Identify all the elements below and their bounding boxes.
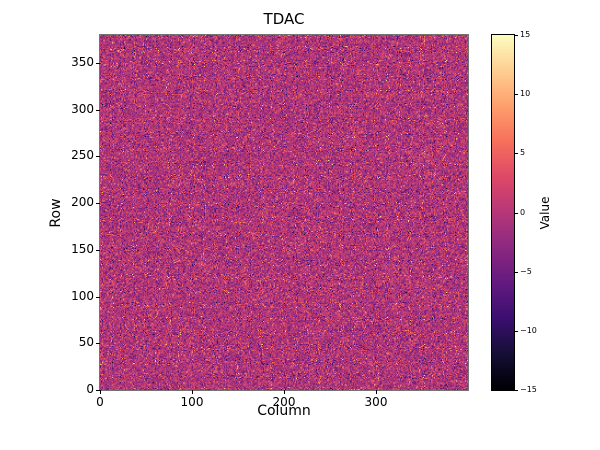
colorbar-tick-mark (514, 94, 518, 96)
colorbar-tick-label: 0 (520, 207, 526, 217)
y-tick-mark (96, 203, 100, 205)
y-tick-mark (96, 63, 100, 65)
y-tick-label: 0 (86, 382, 94, 396)
y-tick-mark (96, 249, 100, 251)
colorbar-tick-mark (514, 35, 518, 36)
y-tick-mark (96, 390, 100, 391)
y-tick-mark (96, 109, 100, 111)
x-tick-mark (284, 390, 285, 394)
x-tick-label: 0 (96, 395, 104, 409)
colorbar-tick-label: 10 (520, 89, 531, 99)
x-tick-mark (100, 390, 101, 394)
y-tick-label: 50 (78, 335, 94, 350)
colorbar (491, 34, 515, 391)
heatmap-canvas (99, 34, 469, 391)
colorbar-tick-label: −5 (520, 266, 532, 276)
colorbar-tick-mark (514, 153, 518, 155)
y-tick-mark (96, 296, 100, 298)
x-axis-label: Column (257, 403, 311, 419)
x-tick-mark (192, 390, 193, 394)
x-tick-label: 200 (272, 395, 296, 409)
x-tick-label: 100 (180, 395, 204, 409)
chart-title: TDAC (263, 10, 305, 28)
y-tick-label: 350 (71, 55, 94, 70)
colorbar-tick-mark (514, 390, 518, 391)
colorbar-tick-label: 15 (520, 30, 531, 39)
y-tick-label: 300 (71, 101, 94, 116)
colorbar-label: Value (538, 196, 552, 230)
colorbar-tick-label: −15 (520, 385, 537, 394)
x-tick-label: 300 (364, 395, 388, 409)
colorbar-tick-mark (514, 212, 518, 214)
colorbar-tick-mark (514, 271, 518, 273)
y-tick-label: 150 (71, 241, 94, 256)
colorbar-tick-mark (514, 330, 518, 332)
y-tick-mark (96, 156, 100, 158)
colorbar-tick-label: 5 (520, 148, 526, 158)
colorbar-tick-label: −10 (520, 325, 537, 335)
y-tick-label: 200 (71, 195, 94, 210)
y-tick-mark (96, 343, 100, 345)
x-tick-mark (376, 390, 377, 394)
y-tick-label: 250 (71, 148, 94, 163)
y-tick-label: 100 (71, 288, 94, 303)
